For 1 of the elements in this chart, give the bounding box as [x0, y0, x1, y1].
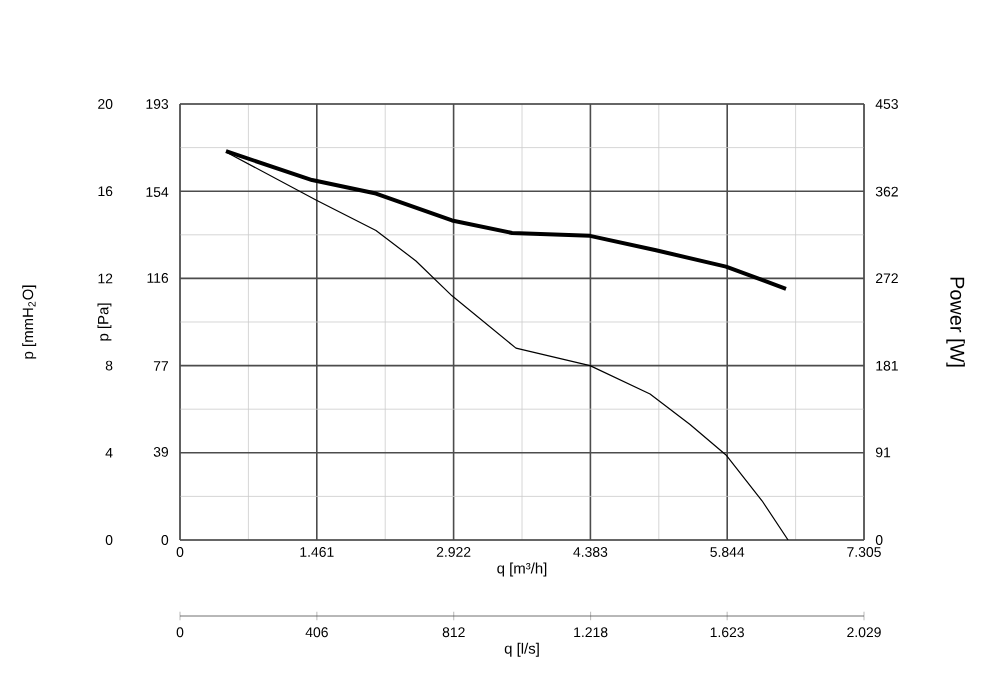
y2-axis-title: Power [W]: [946, 277, 965, 367]
